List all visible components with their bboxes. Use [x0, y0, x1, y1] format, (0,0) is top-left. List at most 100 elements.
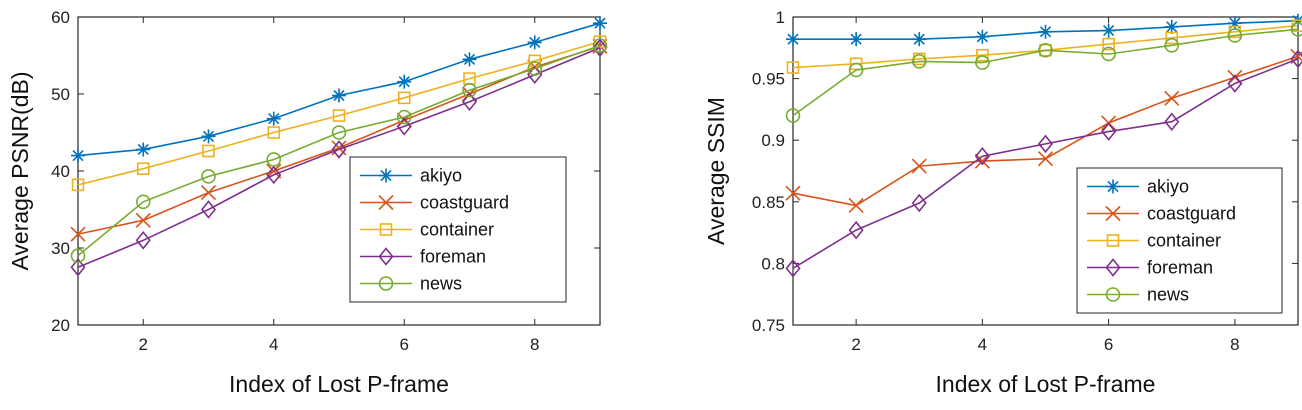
data-point-akiyo [136, 142, 151, 157]
y-tick-label: 50 [51, 85, 70, 104]
data-point-coastguard [848, 197, 864, 214]
data-point-foreman [527, 65, 543, 85]
data-point-news [135, 194, 151, 210]
legend-label-akiyo: akiyo [1147, 177, 1189, 197]
data-point-container [786, 61, 800, 74]
data-point-akiyo [849, 32, 864, 47]
data-point-news [70, 248, 86, 263]
data-point-coastguard [911, 158, 927, 174]
series-line-news [77, 44, 601, 257]
data-point-news [527, 61, 543, 76]
x-tick-label: 6 [1104, 335, 1113, 354]
chart-2: 2 4 6 8 0.75 0.8 0.85 0.9 0.95 1 Index of Lost P-f… [703, 8, 1302, 397]
data-point-news [1227, 28, 1243, 43]
legend-marker-container [379, 223, 393, 236]
series-container [71, 35, 607, 192]
x-tick-label: 4 [978, 335, 987, 354]
legend-label-coastguard: coastguard [420, 193, 509, 213]
data-point-coastguard [974, 153, 990, 169]
legend-label-container: container [1147, 231, 1221, 251]
data-point-akiyo [1038, 24, 1053, 39]
legend-marker-foreman [1105, 258, 1121, 277]
data-point-news [1164, 38, 1180, 53]
data-point-news [975, 55, 990, 70]
y-tick-label: 0.9 [761, 131, 785, 150]
data-point-akiyo [527, 35, 542, 50]
series-line-foreman [792, 58, 1299, 269]
data-point-news [201, 169, 216, 184]
data-point-akiyo [201, 129, 216, 144]
legend-marker-news [1105, 287, 1121, 302]
data-point-news [1290, 22, 1302, 37]
series-foreman [785, 49, 1302, 278]
data-point-news [396, 109, 412, 125]
legend-marker-akiyo [379, 168, 393, 183]
legend-marker-foreman [378, 247, 394, 266]
y-axis-label: Average SSIM [703, 97, 729, 245]
data-point-news [1101, 46, 1116, 62]
y-tick-label: 30 [51, 239, 70, 258]
legend-marker-container [1106, 234, 1120, 247]
data-point-foreman [461, 92, 478, 111]
data-point-foreman [1290, 49, 1302, 69]
data-point-foreman [200, 200, 217, 219]
legend-label-news: news [420, 274, 462, 294]
x-tick-label: 6 [400, 335, 409, 354]
data-point-coastguard [200, 184, 217, 201]
data-point-foreman [974, 146, 990, 166]
data-point-container [202, 144, 215, 158]
legend-label-akiyo: akiyo [420, 166, 462, 186]
series-akiyo [71, 16, 607, 163]
data-point-news [848, 62, 864, 78]
data-point-coastguard [135, 212, 151, 228]
data-point-akiyo [332, 88, 346, 103]
series-coastguard [785, 48, 1302, 214]
data-point-akiyo [1164, 19, 1179, 34]
legend-label-news: news [1147, 285, 1189, 305]
series-line-container [77, 40, 601, 186]
chart-1: 2 4 6 8 20 30 40 50 60 Index of Lost P-frame Avera… [7, 8, 608, 397]
data-point-news [911, 54, 927, 69]
data-point-foreman [1037, 134, 1054, 154]
y-tick-label: 60 [51, 8, 70, 27]
series-line-foreman [77, 47, 601, 269]
data-point-coastguard [70, 226, 86, 242]
legend-label-foreman: foreman [1147, 258, 1213, 278]
data-point-foreman [785, 259, 801, 278]
data-point-news [462, 82, 477, 98]
data-point-foreman [396, 117, 412, 136]
y-tick-label: 20 [51, 316, 70, 335]
data-point-container [136, 162, 150, 175]
data-point-foreman [592, 38, 608, 58]
data-point-news [785, 108, 801, 123]
legend-marker-coastguard [1105, 205, 1121, 222]
x-tick-label: 4 [269, 335, 278, 354]
data-point-foreman [135, 231, 151, 250]
data-point-akiyo [786, 32, 800, 47]
data-point-akiyo [912, 32, 927, 47]
series-news [785, 22, 1302, 123]
data-point-container [397, 91, 411, 105]
y-tick-label: 0.8 [761, 254, 785, 273]
data-point-akiyo [593, 16, 607, 31]
legend-marker-news [378, 276, 394, 291]
legend-label-container: container [420, 220, 494, 240]
data-point-container [1102, 37, 1115, 51]
y-axis-label: Average PSNR(dB) [7, 72, 33, 271]
data-point-container [1165, 31, 1179, 45]
y-tick-label: 1 [776, 8, 785, 27]
data-point-container [976, 48, 989, 62]
x-tick-label: 8 [1230, 335, 1239, 354]
data-point-coastguard [1164, 90, 1180, 106]
legend-label-foreman: foreman [420, 247, 486, 267]
legend: akiyo coastguard container foreman news [349, 156, 567, 303]
data-point-akiyo [71, 148, 85, 163]
legend-marker-coastguard [378, 194, 394, 211]
data-point-akiyo [1101, 23, 1116, 38]
y-tick-label: 0.95 [752, 70, 785, 89]
data-point-coastguard [266, 163, 282, 179]
data-point-foreman [331, 140, 347, 159]
data-point-foreman [70, 257, 86, 277]
series-line-news [792, 28, 1299, 117]
data-point-foreman [911, 193, 927, 213]
